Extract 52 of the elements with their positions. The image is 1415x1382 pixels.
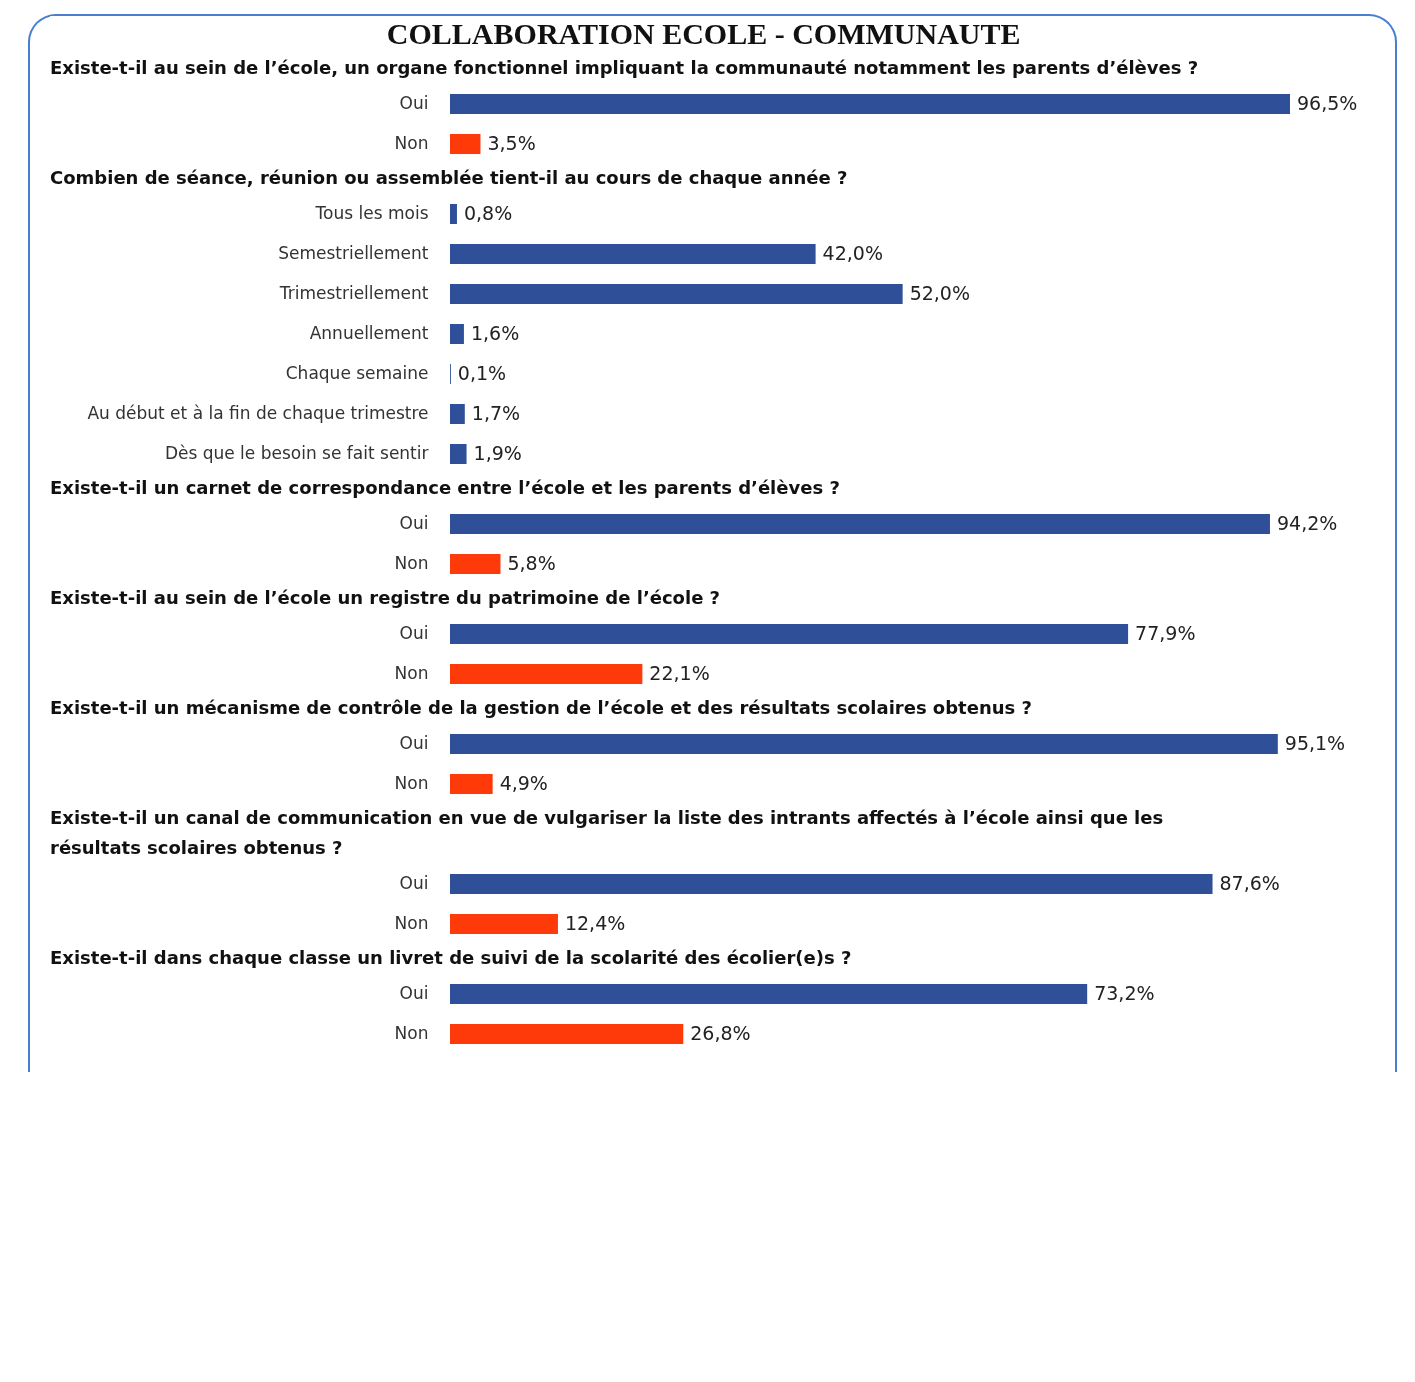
y-tick-label: Oui — [399, 873, 429, 893]
data-label: 95,1% — [1284, 732, 1346, 754]
bar — [450, 404, 465, 424]
y-tick-label: Chaque semaine — [285, 363, 429, 383]
y-tick-label: Non — [394, 913, 429, 933]
y-tick-label: Oui — [399, 93, 429, 113]
y-tick-label: Trimestriellement — [278, 283, 429, 303]
y-tick-label: Semestriellement — [278, 243, 429, 263]
data-label: 5,8% — [507, 552, 556, 574]
data-label: 26,8% — [690, 1022, 751, 1044]
chart-title: Existe-t-il un canal de communication en vue de vulgariser la liste des intrants affectés à l’école ainsi que les résultats scolaires obtenus ? — [50, 807, 1164, 858]
data-label: 87,6% — [1219, 872, 1280, 894]
y-tick-label: Au début et à la fin de chaque trimestre — [87, 403, 429, 423]
data-label: 12,4% — [564, 912, 626, 934]
y-tick-label: Annuellement — [309, 323, 429, 343]
y-tick-label: Non — [394, 553, 429, 573]
chart-title: Existe-t-il dans chaque classe un livret de suivi de la scolarité des écolier(e)s ? — [50, 947, 852, 968]
y-tick-label: Oui — [399, 983, 429, 1003]
data-label: 52,0% — [909, 282, 970, 304]
data-label: 0,1% — [457, 362, 507, 384]
data-label: 1,7% — [471, 402, 521, 424]
y-tick-label: Non — [394, 663, 429, 683]
data-label: 0,8% — [463, 202, 513, 224]
data-label: 42,0% — [822, 242, 883, 264]
chart-title: Existe-t-il un mécanisme de contrôle de la gestion de l’école et des résultats scolaires obtenus ? — [50, 697, 1032, 718]
y-tick-label: Oui — [399, 623, 429, 643]
data-label: 73,2% — [1094, 982, 1155, 1004]
chart-title: Existe-t-il au sein de l’école un registre du patrimoine de l’école ? — [50, 587, 721, 608]
bar — [450, 204, 457, 224]
bar — [450, 284, 903, 304]
y-tick-label: Oui — [399, 733, 429, 753]
chart-title: COLLABORATION ECOLE - COMMUNAUTE — [386, 17, 1021, 50]
data-label: 1,9% — [473, 442, 522, 464]
bar — [450, 244, 816, 264]
data-label: 96,5% — [1297, 92, 1358, 114]
chart-title: Combien de séance, réunion ou assemblée tient-il au cours de chaque année ? — [50, 167, 848, 188]
data-label: 77,9% — [1135, 622, 1196, 644]
y-tick-label: Dès que le besoin se fait sentir — [164, 443, 429, 463]
y-tick-label: Non — [394, 1023, 429, 1043]
y-tick-label: Tous les mois — [314, 203, 429, 223]
data-label: 4,9% — [499, 772, 548, 794]
bar — [450, 324, 464, 344]
data-label: 1,6% — [470, 322, 520, 344]
data-label: 22,1% — [649, 662, 710, 684]
data-label: 3,5% — [487, 132, 536, 154]
y-tick-label: Non — [394, 773, 429, 793]
chart-subtitle: Existe-t-il au sein de l’école, un organe fonctionnel impliquant la communauté notamment les parents d’élèves ? — [50, 57, 1199, 78]
y-tick-label: Non — [394, 133, 429, 153]
chart-title: Existe-t-il un carnet de correspondance entre l’école et les parents d’élèves ? — [50, 477, 840, 498]
bar — [450, 444, 467, 464]
data-label: 94,2% — [1276, 512, 1338, 534]
y-tick-label: Oui — [399, 513, 429, 533]
